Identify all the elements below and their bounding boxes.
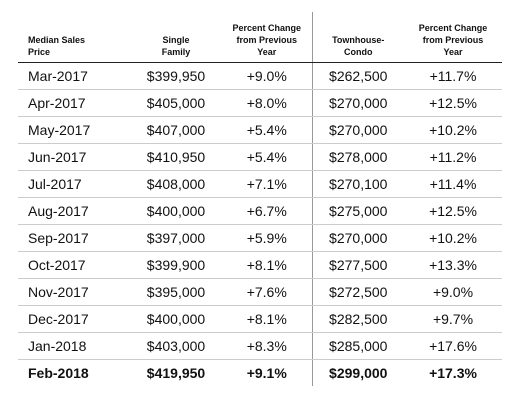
header-row: Median Sales Price Single Family Percent Cha… xyxy=(18,12,502,63)
header-text: from Previous xyxy=(236,35,298,45)
table-cell: $299,000 xyxy=(311,359,404,386)
table-cell: $400,000 xyxy=(130,197,222,225)
table-cell: $403,000 xyxy=(130,332,222,360)
header-text: Price xyxy=(28,47,51,57)
table-cell: Feb-2018 xyxy=(28,365,89,381)
header-cell: Percent Change from Previous Year xyxy=(222,12,312,63)
table-row: Nov-2017 $395,000 +7.6% $272,500 +9.0% xyxy=(18,278,502,306)
table-cell: +6.7% xyxy=(222,197,312,225)
table-cell: +9.7% xyxy=(404,305,502,333)
header-text: Year xyxy=(443,47,463,57)
table-cell: $400,000 xyxy=(130,305,222,333)
table-cell: +8.1% xyxy=(222,251,312,279)
table-body: Mar-2017 $399,950 +9.0% $262,500 +11.7% Apr-2… xyxy=(18,62,502,386)
header-text: Townhouse- xyxy=(332,35,385,45)
table-cell: Jan-2018 xyxy=(18,332,130,360)
table-cell: $270,000 xyxy=(311,89,404,117)
table-cell: Jun-2017 xyxy=(18,143,130,171)
table-row: Apr-2017 $405,000 +8.0% $270,000 +12.5% xyxy=(18,89,502,117)
table-cell: $408,000 xyxy=(130,170,222,198)
sales-table: Median Sales Price Single Family Percent Cha… xyxy=(18,12,502,386)
table-cell: Jul-2017 xyxy=(18,170,130,198)
header-text: Year xyxy=(257,47,277,57)
header-text: Median Sales xyxy=(28,35,86,45)
table-row: Dec-2017 $400,000 +8.1% $282,500 +9.7% xyxy=(18,305,502,333)
header-text: Percent Change xyxy=(418,23,488,33)
table-cell: Apr-2017 xyxy=(18,89,130,117)
table-cell: Mar-2017 xyxy=(18,62,130,90)
table-cell: $270,000 xyxy=(311,116,404,144)
header-text: from Previous xyxy=(422,35,484,45)
table-cell: +7.1% xyxy=(222,170,312,198)
table-cell: $419,950 xyxy=(146,365,206,381)
table-cell: $405,000 xyxy=(130,89,222,117)
table-cell: +9.1% xyxy=(246,365,287,381)
table-cell: +5.4% xyxy=(222,143,312,171)
header-cell: Townhouse- Condo xyxy=(311,12,404,63)
table-cell: Aug-2017 xyxy=(18,197,130,225)
header-cell: Median Sales Price xyxy=(18,12,130,63)
table-cell: +11.7% xyxy=(404,62,502,90)
table-cell: +8.1% xyxy=(222,305,312,333)
table-cell: Oct-2017 xyxy=(18,251,130,279)
header-text: Single xyxy=(162,35,190,45)
table-cell: +10.2% xyxy=(404,116,502,144)
table-cell: +11.2% xyxy=(404,143,502,171)
table-cell: $277,500 xyxy=(311,251,404,279)
table-cell: +5.4% xyxy=(222,116,312,144)
table-row: Jan-2018 $403,000 +8.3% $285,000 +17.6% xyxy=(18,332,502,360)
table-cell: +12.5% xyxy=(404,89,502,117)
table-cell: +11.4% xyxy=(404,170,502,198)
table-cell: $285,000 xyxy=(311,332,404,360)
table-row: Oct-2017 $399,900 +8.1% $277,500 +13.3% xyxy=(18,251,502,279)
table-cell: $275,000 xyxy=(311,197,404,225)
table-cell: +8.3% xyxy=(222,332,312,360)
table-row: Mar-2017 $399,950 +9.0% $262,500 +11.7% xyxy=(18,62,502,90)
table-cell: $395,000 xyxy=(130,278,222,306)
table-cell: +8.0% xyxy=(222,89,312,117)
header-text: Family xyxy=(161,47,191,57)
header-text: Condo xyxy=(344,47,373,57)
table-cell: $407,000 xyxy=(130,116,222,144)
table-cell: Sep-2017 xyxy=(18,224,130,252)
table-cell: +12.5% xyxy=(404,197,502,225)
table-cell: +10.2% xyxy=(404,224,502,252)
table-cell: +9.0% xyxy=(404,278,502,306)
table-cell: +9.0% xyxy=(222,62,312,90)
table-cell: $270,000 xyxy=(311,224,404,252)
table-cell: +17.6% xyxy=(404,332,502,360)
table-container: Median Sales Price Single Family Percent Cha… xyxy=(18,12,502,386)
table-cell: $262,500 xyxy=(311,62,404,90)
table-cell: May-2017 xyxy=(18,116,130,144)
table-row: Aug-2017 $400,000 +6.7% $275,000 +12.5% xyxy=(18,197,502,225)
table-cell: $282,500 xyxy=(311,305,404,333)
header-cell: Single Family xyxy=(130,12,222,63)
table-cell: $278,000 xyxy=(311,143,404,171)
table-cell: $410,950 xyxy=(130,143,222,171)
table-cell: Dec-2017 xyxy=(18,305,130,333)
table-cell: +5.9% xyxy=(222,224,312,252)
table-cell: $397,000 xyxy=(130,224,222,252)
table-row: Feb-2018 $419,950 +9.1% $299,000 +17.3% xyxy=(18,359,502,386)
table-cell: $399,950 xyxy=(130,62,222,90)
table-row: May-2017 $407,000 +5.4% $270,000 +10.2% xyxy=(18,116,502,144)
table-cell: $272,500 xyxy=(311,278,404,306)
table-row: Sep-2017 $397,000 +5.9% $270,000 +10.2% xyxy=(18,224,502,252)
header-cell: Percent Change from Previous Year xyxy=(404,12,502,63)
table-cell: +7.6% xyxy=(222,278,312,306)
table-cell: Nov-2017 xyxy=(18,278,130,306)
table-row: Jun-2017 $410,950 +5.4% $278,000 +11.2% xyxy=(18,143,502,171)
table-row: Jul-2017 $408,000 +7.1% $270,100 +11.4% xyxy=(18,170,502,198)
table-cell: +13.3% xyxy=(404,251,502,279)
table-cell: +17.3% xyxy=(429,365,477,381)
table-cell: $399,900 xyxy=(130,251,222,279)
table-cell: $270,100 xyxy=(311,170,404,198)
header-text: Percent Change xyxy=(232,23,302,33)
